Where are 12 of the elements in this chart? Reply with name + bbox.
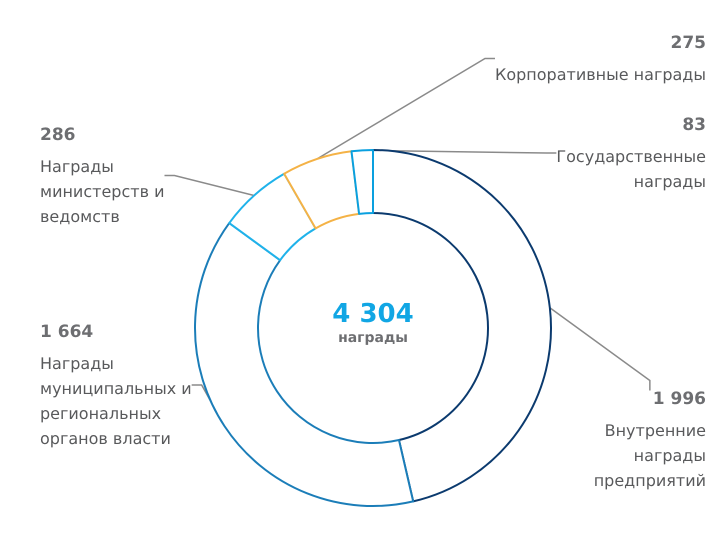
slice-label: Корпоративные награды xyxy=(494,65,706,84)
data-label: 275 xyxy=(670,33,706,53)
data-label: 1 664 xyxy=(40,322,94,342)
data-label: 1 996 xyxy=(652,389,706,409)
slice-label: Награды муниципальных и региональных органов власти xyxy=(40,354,192,448)
text: 4 304 xyxy=(332,299,414,329)
slice-label: Награды министерств и ведомств xyxy=(40,157,164,226)
slice-label: Внутренние награды предприятий xyxy=(594,421,706,490)
data-label: 83 xyxy=(682,115,706,135)
slice-label: Государственные награды xyxy=(556,147,706,191)
data-label: 286 xyxy=(40,125,76,145)
text: награды xyxy=(338,330,408,346)
